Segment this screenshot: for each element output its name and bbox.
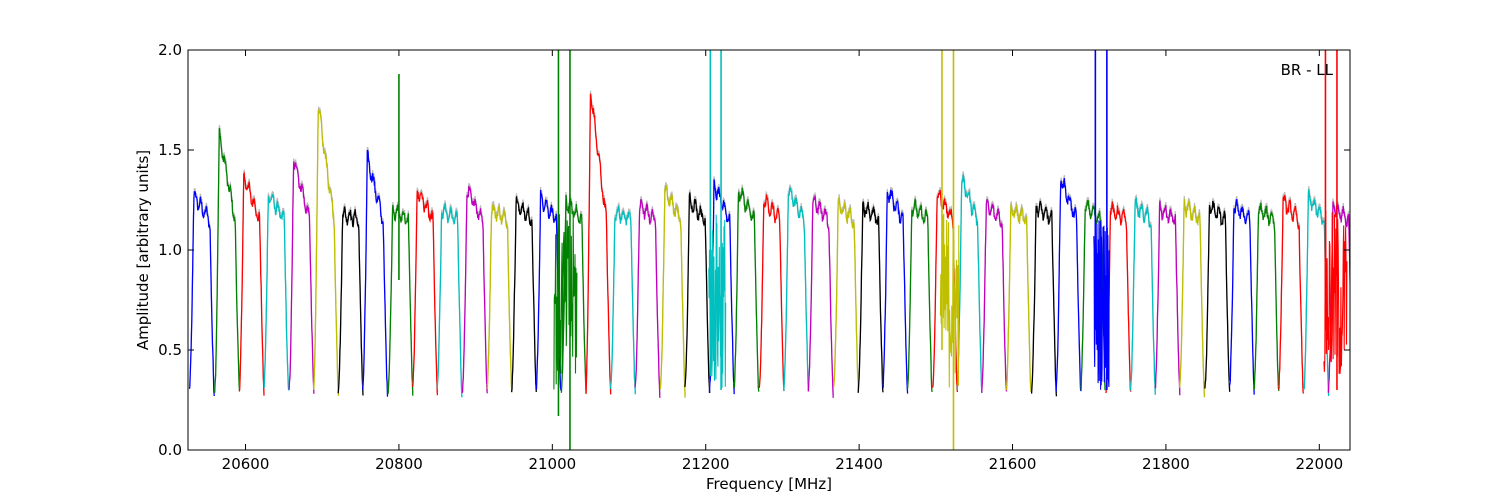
spectral-segment-line (1055, 178, 1082, 392)
spectral-segment-line (857, 201, 884, 393)
spectral-segment-line (288, 161, 315, 394)
y-tick-label: 0.0 (158, 441, 182, 459)
series-annotation: BR - LL (1281, 61, 1334, 79)
spectral-segment-line (1303, 188, 1330, 397)
spectral-segment-line (807, 195, 834, 398)
y-axis-label: Amplitude [arbitrary units] (134, 150, 152, 350)
spectral-segment-line (214, 127, 241, 393)
spectral-segment-line (313, 109, 340, 396)
spectral-segment-line (659, 184, 686, 398)
spectral-segment-line (882, 189, 909, 394)
spectral-segment-line (733, 187, 760, 392)
spectral-segment-line (535, 189, 562, 391)
x-tick-label: 20600 (222, 455, 270, 473)
spectral-segment-line (486, 204, 513, 393)
series-layer (188, 50, 1350, 450)
spectral-segment-line (510, 196, 537, 393)
spectral-segment-line (1228, 198, 1255, 395)
spectral-segment-line (684, 192, 711, 394)
rfi-noise-band (1093, 219, 1110, 390)
spectral-segment-line (609, 204, 636, 395)
spectral-segment-line (362, 149, 389, 397)
x-tick-label: 21000 (528, 455, 576, 473)
spectral-segment-line (238, 171, 265, 396)
y-axis-ticks: 0.0 0.5 1.0 1.5 2.0 (158, 41, 1350, 459)
spectral-segment-line (1253, 202, 1280, 391)
spectral-segment-line (1105, 201, 1132, 394)
spectral-segment-line (1129, 197, 1156, 395)
x-tick-label: 21600 (989, 455, 1037, 473)
spectral-segment-line (387, 204, 414, 396)
rfi-noise-band (1323, 210, 1348, 374)
y-tick-label: 0.5 (158, 341, 182, 359)
spectral-segment-line (1080, 200, 1106, 392)
rfi-noise-band (553, 210, 578, 390)
x-tick-label: 21400 (835, 455, 883, 473)
spectral-segment-line (585, 93, 612, 395)
spectral-segment-line (337, 206, 364, 396)
plot-area (188, 50, 1350, 450)
spectral-segment-line (436, 202, 463, 398)
spectral-segment-line (1277, 194, 1304, 394)
spectral-segment-line (906, 198, 933, 393)
spectral-segment-line (1204, 200, 1231, 392)
x-axis-label: Frequency [MHz] (706, 475, 832, 493)
x-tick-label: 20800 (375, 455, 423, 473)
y-tick-label: 1.0 (158, 241, 182, 259)
spectral-segment-line (411, 190, 439, 396)
spectral-segment-line (263, 194, 290, 391)
rfi-noise-band (939, 213, 960, 388)
spectral-segment-line (833, 197, 860, 392)
spectral-segment-line (461, 185, 488, 394)
spectral-segment-line (1154, 200, 1181, 396)
y-tick-label: 2.0 (158, 41, 182, 59)
x-axis-ticks: 20600 20800 21000 21200 21400 21600 21800 22000 (222, 50, 1343, 473)
spectral-segment-line (188, 191, 215, 397)
x-tick-label: 21200 (682, 455, 730, 473)
spectral-segment-line (1030, 200, 1058, 397)
spectral-segment-line (981, 199, 1008, 393)
spectral-segment-line (758, 193, 785, 392)
spectral-segment-line (783, 187, 810, 392)
x-tick-label: 22000 (1295, 455, 1343, 473)
x-tick-label: 21800 (1142, 455, 1190, 473)
rfi-noise-band (708, 214, 727, 388)
spectral-segment-line (956, 174, 983, 394)
spectral-segment-line (1178, 198, 1206, 398)
spectral-segment-line (634, 199, 661, 398)
y-tick-label: 1.5 (158, 141, 182, 159)
spectral-segment-line (1005, 204, 1032, 392)
